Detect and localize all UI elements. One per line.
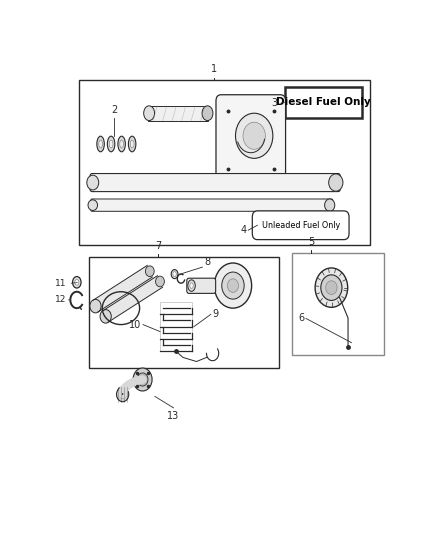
Text: 9: 9	[212, 309, 219, 319]
FancyBboxPatch shape	[216, 95, 286, 185]
Ellipse shape	[109, 140, 113, 148]
Text: 2: 2	[111, 105, 117, 115]
Ellipse shape	[90, 300, 101, 313]
FancyBboxPatch shape	[187, 278, 215, 293]
Bar	[293, 253, 384, 356]
Polygon shape	[93, 265, 152, 312]
Ellipse shape	[155, 276, 164, 287]
FancyBboxPatch shape	[90, 174, 340, 191]
Circle shape	[315, 268, 348, 308]
Circle shape	[321, 275, 342, 301]
Ellipse shape	[188, 280, 195, 292]
FancyBboxPatch shape	[285, 87, 362, 118]
Circle shape	[326, 281, 337, 295]
Text: 13: 13	[167, 411, 180, 421]
Circle shape	[133, 368, 152, 391]
Circle shape	[243, 122, 265, 149]
Circle shape	[325, 199, 335, 211]
Text: 3: 3	[271, 98, 277, 108]
Ellipse shape	[107, 136, 115, 152]
Circle shape	[214, 263, 251, 308]
Text: 7: 7	[155, 241, 162, 251]
Text: 1: 1	[211, 64, 217, 74]
Text: Diesel Fuel Only: Diesel Fuel Only	[276, 98, 371, 107]
Ellipse shape	[190, 282, 193, 288]
Bar	[88, 257, 279, 368]
Bar	[78, 80, 371, 245]
Text: 10: 10	[129, 320, 141, 329]
Ellipse shape	[128, 136, 136, 152]
Ellipse shape	[75, 279, 79, 285]
Ellipse shape	[145, 266, 154, 277]
Ellipse shape	[73, 277, 81, 288]
Ellipse shape	[99, 140, 102, 148]
Text: 11: 11	[55, 279, 67, 288]
Ellipse shape	[87, 175, 99, 190]
Circle shape	[222, 272, 244, 299]
Circle shape	[117, 387, 129, 402]
Text: 12: 12	[55, 295, 67, 304]
Ellipse shape	[171, 270, 178, 279]
Circle shape	[328, 174, 343, 191]
Ellipse shape	[120, 140, 124, 148]
Circle shape	[236, 113, 273, 158]
Text: 8: 8	[204, 257, 210, 267]
Ellipse shape	[202, 106, 213, 120]
Text: 6: 6	[298, 313, 304, 324]
Circle shape	[119, 390, 126, 399]
Ellipse shape	[173, 272, 176, 277]
Ellipse shape	[88, 200, 98, 211]
Bar	[160, 302, 192, 351]
Circle shape	[137, 373, 148, 386]
Ellipse shape	[130, 140, 134, 148]
Polygon shape	[103, 276, 162, 322]
FancyBboxPatch shape	[252, 211, 349, 240]
FancyBboxPatch shape	[91, 199, 333, 211]
Ellipse shape	[97, 136, 104, 152]
Circle shape	[227, 279, 239, 293]
Ellipse shape	[118, 136, 125, 152]
Bar	[148, 106, 208, 120]
Text: 5: 5	[308, 237, 314, 247]
Ellipse shape	[144, 106, 155, 120]
Text: Unleaded Fuel Only: Unleaded Fuel Only	[261, 221, 340, 230]
Ellipse shape	[100, 310, 111, 323]
Text: 4: 4	[240, 225, 247, 235]
